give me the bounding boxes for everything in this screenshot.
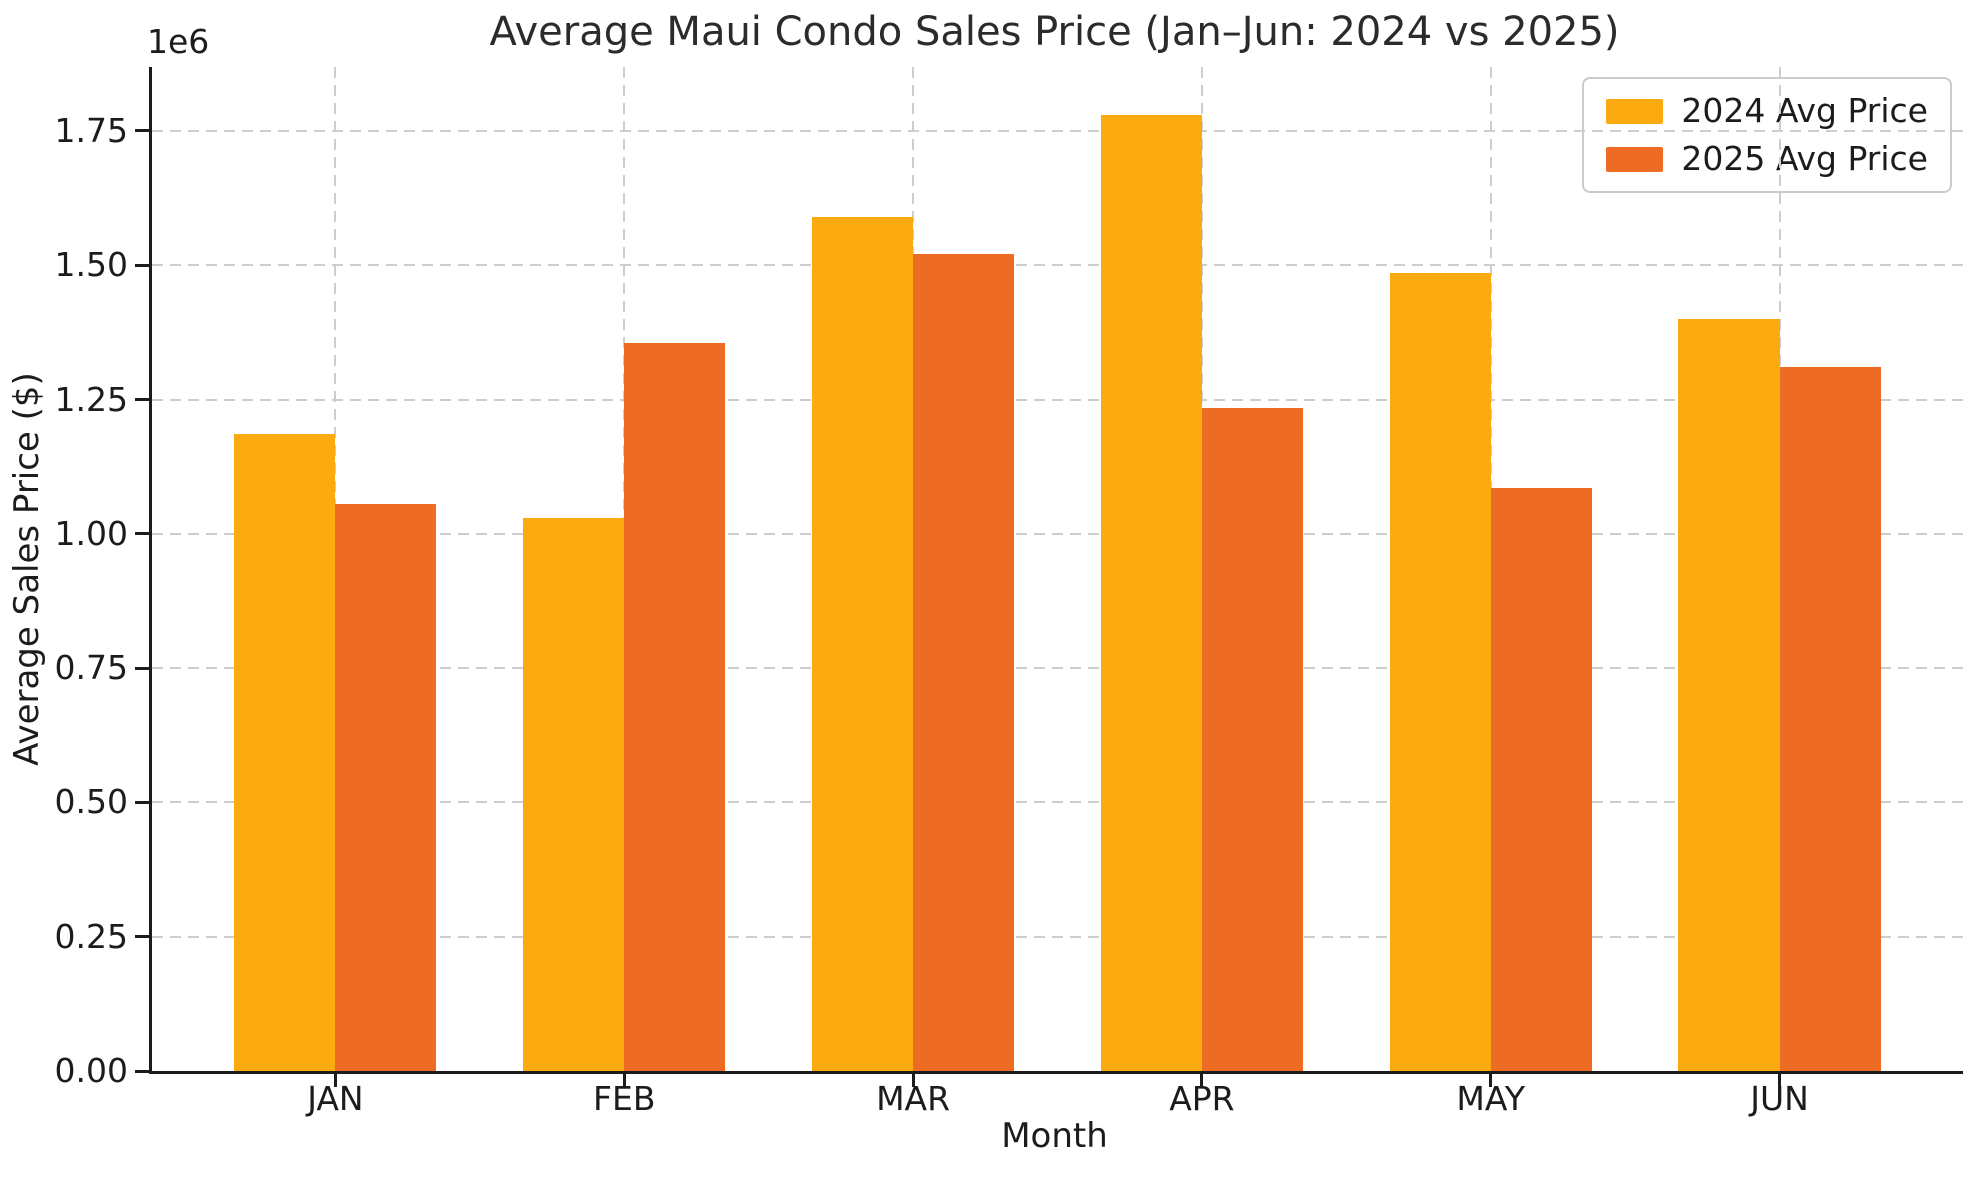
x-tick-mar [911,1074,915,1087]
legend-label-2025: 2025 Avg Price [1681,139,1928,178]
bar-mar-2025 [913,254,1015,1071]
x-axis-label: Month [1001,1116,1108,1156]
y-tick-0.00 [135,1069,149,1073]
x-tick-label-apr: APR [1169,1079,1235,1118]
gridline-h-1.00 [152,532,1963,535]
x-tick-may [1489,1074,1493,1087]
y-tick-0.50 [135,800,149,804]
x-tick-jan [333,1074,337,1087]
gridline-h-0.75 [152,667,1963,670]
legend-swatch-2024 [1606,98,1664,124]
gridline-h-1.25 [152,398,1963,401]
y-tick-1.25 [135,398,149,402]
legend-swatch-2025 [1606,146,1664,172]
bar-jun-2025 [1779,367,1881,1071]
y-tick-1.00 [135,532,149,536]
bar-jun-2024 [1678,318,1780,1071]
bar-jan-2024 [234,434,336,1071]
x-tick-label-jun: JUN [1750,1079,1809,1118]
bar-feb-2025 [624,343,726,1071]
y-tick-0.25 [135,935,149,939]
y-tick-label-0.50: 0.50 [54,782,128,822]
gridline-h-1.50 [152,264,1963,267]
x-tick-label-mar: MAR [876,1079,951,1118]
bar-feb-2024 [523,517,625,1071]
y-tick-label-0.25: 0.25 [54,916,128,956]
y-tick-label-0.75: 0.75 [54,648,128,688]
x-tick-label-may: MAY [1456,1079,1526,1118]
plot-area: 2024 Avg Price 2025 Avg Price 0.00 0.25 0.5… [55,67,1963,1118]
y-axis-offset-label: 1e6 [147,22,210,61]
y-tick-1.75 [135,129,149,133]
y-axis-label: Average Sales Price ($) [7,372,47,766]
gridline-h-0.50 [152,801,1963,804]
legend: 2024 Avg Price 2025 Avg Price [1582,77,1952,193]
legend-label-2024: 2024 Avg Price [1681,91,1928,130]
gridline-h-1.75 [152,129,1963,132]
chart-title: Average Maui Condo Sales Price (Jan–Jun:… [489,9,1620,55]
legend-item-2025: 2025 Avg Price [1606,141,1928,177]
x-tick-feb [622,1074,626,1087]
bar-apr-2024 [1100,114,1202,1071]
y-tick-label-1.00: 1.00 [54,513,128,553]
x-tick-label-jan: JAN [307,1079,364,1118]
y-tick-1.50 [135,263,149,267]
bar-mar-2024 [811,216,914,1071]
x-tick-jun [1778,1074,1782,1087]
bar-jan-2025 [335,504,437,1071]
y-tick-label-1.25: 1.25 [54,379,128,419]
bar-apr-2025 [1201,407,1303,1071]
y-tick-label-0.00: 0.00 [54,1051,128,1090]
y-tick-label-1.75: 1.75 [54,110,128,150]
y-tick-0.75 [135,666,149,670]
gridline-h-0.25 [152,935,1963,938]
bar-may-2024 [1389,273,1491,1071]
y-tick-label-1.50: 1.50 [54,245,128,285]
x-tick-label-feb: FEB [592,1079,656,1118]
bar-may-2025 [1490,488,1592,1071]
x-tick-apr [1200,1074,1204,1087]
legend-item-2024: 2024 Avg Price [1606,93,1928,129]
